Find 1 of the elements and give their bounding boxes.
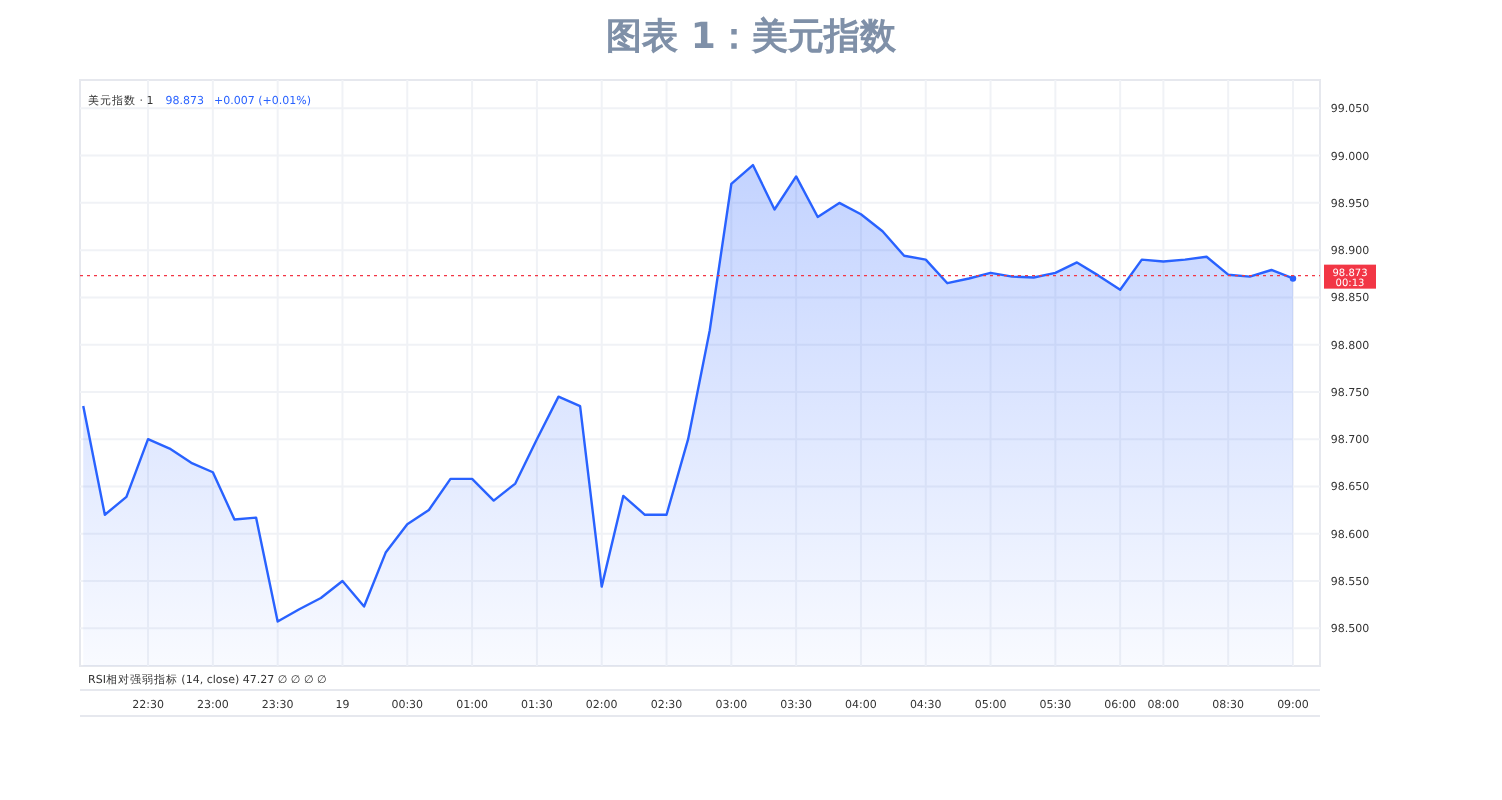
chart-title: 图表 1：美元指数 (606, 16, 898, 58)
